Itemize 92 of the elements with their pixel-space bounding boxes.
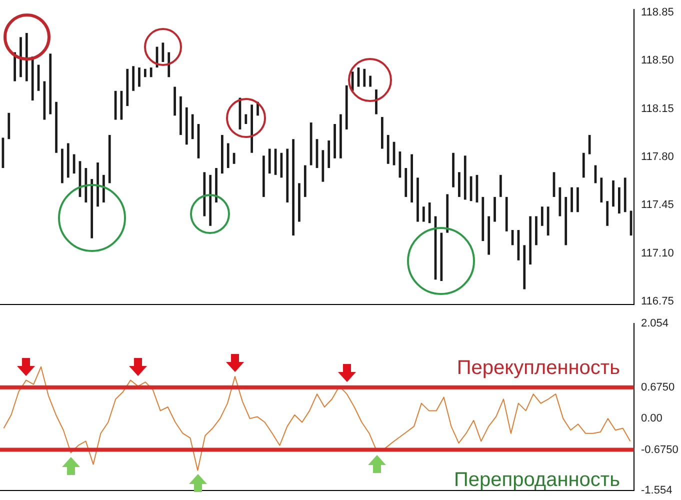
bar <box>304 165 306 197</box>
bar <box>25 33 28 82</box>
bar <box>55 102 58 153</box>
bar <box>102 174 105 202</box>
bar <box>375 90 378 114</box>
bar <box>328 140 330 168</box>
bar <box>191 114 194 140</box>
bar <box>138 67 140 87</box>
bar <box>72 154 76 174</box>
bar <box>564 196 568 246</box>
bar <box>334 124 336 158</box>
bar <box>458 172 460 197</box>
bar <box>310 122 312 166</box>
bar <box>150 67 152 78</box>
bar <box>298 183 300 222</box>
bar <box>345 85 348 130</box>
bar <box>61 148 64 184</box>
bar <box>215 168 218 202</box>
y-tick-label: 117.80 <box>641 151 674 164</box>
bar <box>494 196 496 222</box>
bar <box>404 168 408 197</box>
bar <box>558 187 562 216</box>
bar <box>340 114 342 158</box>
y-tick-label: 117.10 <box>641 247 674 260</box>
bar <box>422 206 425 222</box>
y-tick-label: 2.054 <box>641 318 669 330</box>
bar <box>618 187 620 214</box>
bar <box>96 162 99 207</box>
bar <box>546 206 550 236</box>
bar <box>221 134 224 174</box>
bar <box>380 117 384 149</box>
bar <box>262 156 265 197</box>
bar <box>582 152 585 178</box>
bar <box>482 196 484 242</box>
bar <box>168 52 170 78</box>
bar <box>576 187 579 212</box>
bar <box>428 202 431 224</box>
bar <box>322 150 324 182</box>
y-tick-label: 116.75 <box>641 296 674 308</box>
bar <box>244 114 248 124</box>
bar <box>185 107 188 145</box>
bar <box>286 148 289 202</box>
annotation: Перекупленность <box>456 357 620 380</box>
bar <box>369 76 372 87</box>
bar <box>529 216 532 264</box>
bar <box>464 156 466 200</box>
bar <box>410 154 413 202</box>
bar <box>540 206 544 226</box>
bar <box>612 180 614 207</box>
bar <box>144 68 146 78</box>
bar <box>84 168 88 202</box>
y-tick-label: 0.6750 <box>641 381 675 394</box>
bar <box>363 68 366 87</box>
bar <box>49 54 52 114</box>
annotation: Перепроданность <box>454 468 620 491</box>
bar <box>386 134 390 164</box>
y-tick-label: 117.45 <box>641 199 674 212</box>
bar <box>505 196 508 232</box>
bar <box>8 112 10 140</box>
bar <box>203 172 206 216</box>
y-tick-label: -0.6750 <box>641 444 678 456</box>
bar <box>174 86 176 116</box>
bar <box>416 178 419 222</box>
bar <box>499 174 502 197</box>
y-tick-label: 0.00 <box>641 412 662 425</box>
y-tick-label: 118.50 <box>641 54 674 67</box>
bar <box>452 152 454 188</box>
y-tick-label: -1.554 <box>641 484 672 496</box>
bar <box>66 143 70 178</box>
bar <box>108 134 111 184</box>
bar <box>126 68 129 106</box>
bar <box>268 148 271 174</box>
bar <box>523 245 526 290</box>
bar <box>292 139 294 236</box>
bar <box>209 174 212 226</box>
bar <box>250 104 254 153</box>
bar <box>31 56 34 101</box>
y-tick-label: 118.15 <box>641 102 674 115</box>
bar <box>446 194 449 233</box>
y-tick-label: 118.85 <box>641 6 674 18</box>
bar <box>90 179 94 238</box>
bar <box>624 178 626 212</box>
bar <box>440 232 443 281</box>
bar <box>488 216 490 255</box>
bar <box>570 187 573 212</box>
bar <box>132 66 135 91</box>
bar <box>226 143 230 168</box>
bar <box>20 37 22 78</box>
bar <box>535 216 538 246</box>
bar <box>180 96 182 135</box>
bar <box>606 201 609 226</box>
bar <box>600 178 603 202</box>
